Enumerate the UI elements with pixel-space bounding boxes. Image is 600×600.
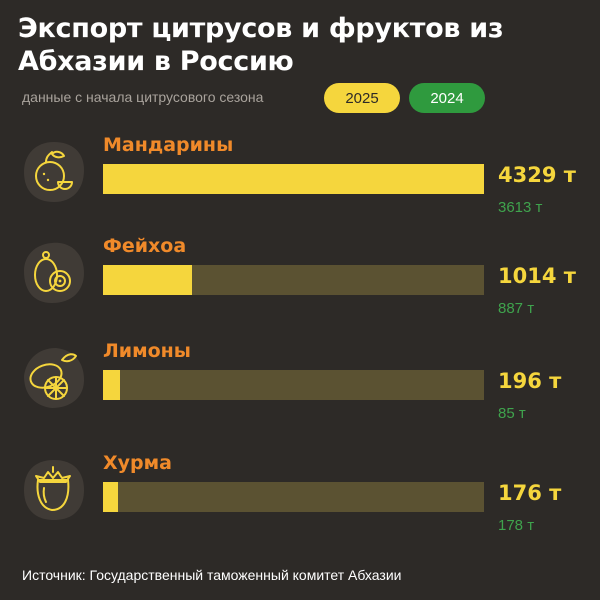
value-2025: 1014 т xyxy=(498,264,576,288)
chart-row-persimmon: Хурма 176 т 178 т xyxy=(0,452,600,562)
lemon-icon xyxy=(24,348,84,408)
bar-2025 xyxy=(103,265,193,295)
bar-track xyxy=(103,265,484,295)
value-2024: 3613 т xyxy=(498,199,543,216)
legend-2025: 2025 xyxy=(324,83,400,113)
bar-track xyxy=(103,164,484,194)
value-2024: 85 т xyxy=(498,405,526,422)
mandarin-icon xyxy=(24,142,84,202)
row-name: Хурма xyxy=(103,452,172,474)
row-name: Фейхоа xyxy=(103,235,187,257)
chart-title: Экспорт цитрусов и фруктов из Абхазии в … xyxy=(18,13,504,77)
bar-track xyxy=(103,370,484,400)
row-name: Мандарины xyxy=(103,134,234,156)
chart-row-lemon: Лимоны 196 т 85 т xyxy=(0,340,600,450)
value-2025: 4329 т xyxy=(498,163,576,187)
legend-2024: 2024 xyxy=(409,83,485,113)
chart-row-feijoa: Фейхоа 1014 т 887 т xyxy=(0,235,600,345)
bar-track xyxy=(103,482,484,512)
source-note: Источник: Государственный таможенный ком… xyxy=(22,567,402,583)
persimmon-icon xyxy=(24,460,84,520)
chart-subtitle: данные с начала цитрусового сезона xyxy=(22,89,264,105)
row-name: Лимоны xyxy=(103,340,191,362)
value-2025: 196 т xyxy=(498,369,562,393)
bar-2025 xyxy=(103,482,119,512)
value-2025: 176 т xyxy=(498,481,562,505)
value-2024: 178 т xyxy=(498,517,535,534)
feijoa-icon xyxy=(24,242,84,303)
chart-row-mandarin: Мандарины 4329 т 3613 т xyxy=(0,134,600,244)
bar-2025 xyxy=(103,164,484,194)
value-2024: 887 т xyxy=(498,300,535,317)
bar-2025 xyxy=(103,370,121,400)
